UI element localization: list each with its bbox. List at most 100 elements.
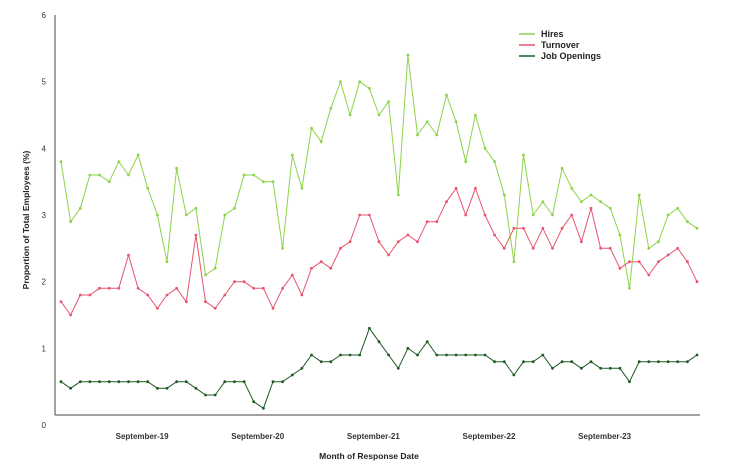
data-point-job-openings xyxy=(165,386,169,390)
data-point-hires xyxy=(589,193,593,197)
y-tick-label: 1 xyxy=(42,344,47,353)
data-point-job-openings xyxy=(300,366,304,370)
data-point-turnover xyxy=(290,273,294,277)
data-point-hires xyxy=(165,260,169,264)
x-tick-label: September-22 xyxy=(463,432,516,441)
data-point-turnover xyxy=(589,206,593,210)
data-point-turnover xyxy=(666,253,670,257)
data-point-job-openings xyxy=(194,386,198,390)
data-point-turnover xyxy=(310,266,313,270)
y-axis-ticks: 0 1 2 3 4 5 6 xyxy=(42,11,47,430)
data-point-turnover xyxy=(406,233,410,237)
data-point-job-openings xyxy=(695,353,699,357)
data-point-job-openings xyxy=(69,386,72,390)
data-point-hires xyxy=(242,173,246,177)
data-point-turnover xyxy=(271,306,275,310)
data-point-hires xyxy=(213,266,217,270)
y-tick-label: 5 xyxy=(42,78,47,87)
data-point-turnover xyxy=(483,213,487,217)
data-point-job-openings xyxy=(666,360,670,364)
data-point-job-openings xyxy=(146,380,150,384)
data-point-job-openings xyxy=(319,360,323,364)
data-point-job-openings xyxy=(204,393,207,397)
data-point-job-openings xyxy=(522,360,525,364)
data-point-turnover xyxy=(618,266,622,270)
data-point-turnover xyxy=(117,286,121,290)
data-point-turnover xyxy=(512,226,516,230)
data-point-job-openings xyxy=(445,353,448,357)
data-point-turnover xyxy=(127,253,130,257)
data-point-turnover xyxy=(358,213,362,217)
data-point-hires xyxy=(512,260,516,264)
data-point-turnover xyxy=(599,246,602,250)
data-point-hires xyxy=(416,133,419,137)
x-axis-ticks: September-19 September-20 September-21 Sept… xyxy=(116,432,632,441)
data-point-hires xyxy=(194,206,198,210)
data-point-turnover xyxy=(647,273,651,277)
data-point-hires xyxy=(686,220,689,224)
data-point-hires xyxy=(310,126,313,130)
data-point-hires xyxy=(348,113,352,117)
data-point-turnover xyxy=(281,286,284,290)
data-point-hires xyxy=(676,206,680,210)
legend-label-hires: Hires xyxy=(541,29,564,39)
data-point-job-openings xyxy=(175,380,179,384)
data-point-hires xyxy=(281,246,284,250)
data-point-job-openings xyxy=(464,353,468,357)
data-point-hires xyxy=(666,213,670,217)
data-point-hires xyxy=(184,213,188,217)
y-axis-label: Proportion of Total Employees (%) xyxy=(21,150,31,289)
data-point-job-openings xyxy=(474,353,477,357)
data-point-job-openings xyxy=(329,360,333,364)
data-point-job-openings xyxy=(493,360,496,364)
data-point-hires xyxy=(290,153,294,157)
data-point-hires xyxy=(319,140,323,144)
data-point-job-openings xyxy=(657,360,660,364)
data-point-turnover xyxy=(608,246,612,250)
data-point-job-openings xyxy=(628,380,631,384)
data-point-job-openings xyxy=(310,353,313,357)
data-point-turnover xyxy=(493,233,496,237)
data-point-hires xyxy=(233,206,236,210)
data-point-job-openings xyxy=(425,340,429,344)
data-point-turnover xyxy=(88,293,92,297)
data-point-turnover xyxy=(194,233,198,237)
data-point-job-openings xyxy=(560,360,564,364)
data-point-turnover xyxy=(348,240,352,244)
data-point-turnover xyxy=(396,240,400,244)
data-point-job-openings xyxy=(580,366,583,370)
data-point-turnover xyxy=(69,313,72,317)
data-point-turnover xyxy=(695,280,699,284)
data-point-hires xyxy=(695,226,699,230)
series-line-hires xyxy=(60,54,698,289)
data-point-turnover xyxy=(204,300,207,304)
data-point-turnover xyxy=(262,286,265,290)
data-point-job-openings xyxy=(78,380,82,384)
data-point-turnover xyxy=(522,226,525,230)
data-point-hires xyxy=(252,173,256,177)
y-tick-label: 4 xyxy=(42,144,47,153)
data-point-job-openings xyxy=(290,373,294,377)
data-point-hires xyxy=(59,160,63,164)
data-point-hires xyxy=(425,120,429,124)
data-point-hires xyxy=(358,80,362,84)
data-point-turnover xyxy=(233,280,236,284)
data-point-turnover xyxy=(541,226,545,230)
data-point-job-openings xyxy=(281,380,284,384)
data-point-job-openings xyxy=(676,360,680,364)
data-point-hires xyxy=(493,160,496,164)
data-point-job-openings xyxy=(686,360,689,364)
data-point-turnover xyxy=(474,186,477,190)
data-point-turnover xyxy=(156,306,159,310)
y-tick-label: 0 xyxy=(42,421,47,430)
data-point-hires xyxy=(435,133,439,137)
data-point-hires xyxy=(608,206,612,210)
data-point-job-openings xyxy=(396,366,400,370)
data-point-hires xyxy=(78,206,82,210)
data-point-job-openings xyxy=(570,360,574,364)
data-point-job-openings xyxy=(454,353,458,357)
data-point-job-openings xyxy=(358,353,362,357)
data-point-job-openings xyxy=(348,353,352,357)
data-point-hires xyxy=(483,146,487,150)
data-point-hires xyxy=(300,186,304,190)
